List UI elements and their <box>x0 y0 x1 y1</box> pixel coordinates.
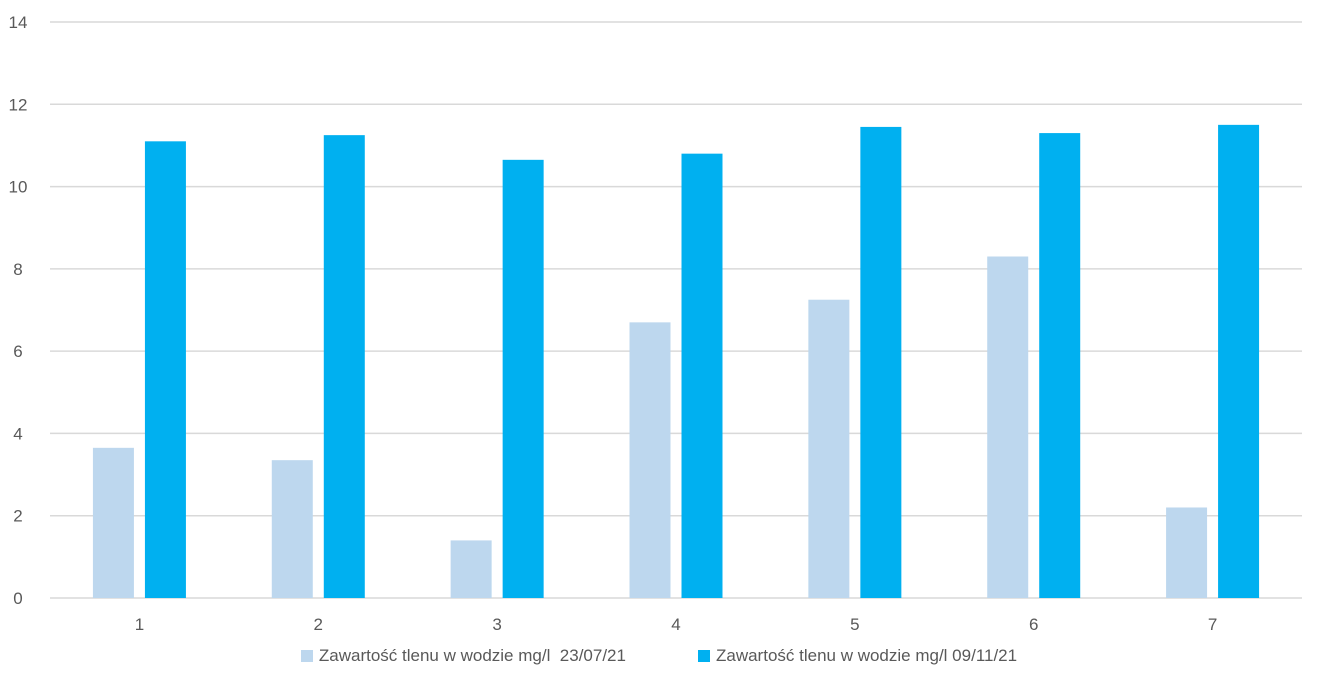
y-tick-label: 2 <box>13 507 22 526</box>
x-tick-label: 2 <box>314 615 323 634</box>
y-tick-label: 0 <box>13 589 22 608</box>
bar-series-2-category-7 <box>1218 124 1260 598</box>
legend-swatch-series-2 <box>697 650 710 662</box>
x-tick-label: 5 <box>850 615 859 634</box>
bars <box>92 124 1260 599</box>
y-tick-label: 14 <box>9 13 28 32</box>
bar-series-1-category-3 <box>450 540 492 598</box>
bar-series-2-category-3 <box>502 159 544 599</box>
y-axis-tick-labels: 0 2 4 6 8 10 12 14 <box>9 13 28 608</box>
bar-series-1-category-7 <box>1166 507 1208 598</box>
gridlines <box>50 21 1302 599</box>
bar-series-1-category-5 <box>808 299 850 598</box>
bar-series-1-category-2 <box>271 460 313 598</box>
legend-item-series-1: Zawartość tlenu w wodzie mg/l 23/07/21 <box>300 646 626 666</box>
x-tick-label: 4 <box>671 615 680 634</box>
bar-series-1-category-4 <box>629 322 671 598</box>
legend: Zawartość tlenu w wodzie mg/l 23/07/21 Z… <box>0 646 1318 666</box>
bar-series-2-category-5 <box>860 126 902 599</box>
x-tick-label: 6 <box>1029 615 1038 634</box>
legend-item-series-2: Zawartość tlenu w wodzie mg/l 09/11/21 <box>697 646 1018 666</box>
bar-series-2-category-6 <box>1039 133 1081 599</box>
y-tick-label: 12 <box>9 95 28 114</box>
y-tick-label: 6 <box>13 342 22 361</box>
bar-series-2-category-4 <box>681 153 723 598</box>
bar-series-1-category-6 <box>987 256 1029 598</box>
bar-series-2-category-1 <box>144 141 186 599</box>
y-tick-label: 8 <box>13 260 22 279</box>
x-tick-label: 7 <box>1208 615 1217 634</box>
bar-series-1-category-1 <box>92 447 134 598</box>
y-tick-label: 4 <box>13 424 22 443</box>
legend-label-series-1: Zawartość tlenu w wodzie mg/l 23/07/21 <box>318 646 626 665</box>
x-axis-tick-labels: 1 2 3 4 5 6 7 <box>135 615 1218 634</box>
x-tick-label: 3 <box>492 615 501 634</box>
legend-swatch-series-1 <box>300 650 313 662</box>
bar-series-2-category-2 <box>323 135 365 598</box>
y-tick-label: 10 <box>9 178 28 197</box>
legend-label-series-2: Zawartość tlenu w wodzie mg/l 09/11/21 <box>715 646 1018 665</box>
x-tick-label: 1 <box>135 615 144 634</box>
